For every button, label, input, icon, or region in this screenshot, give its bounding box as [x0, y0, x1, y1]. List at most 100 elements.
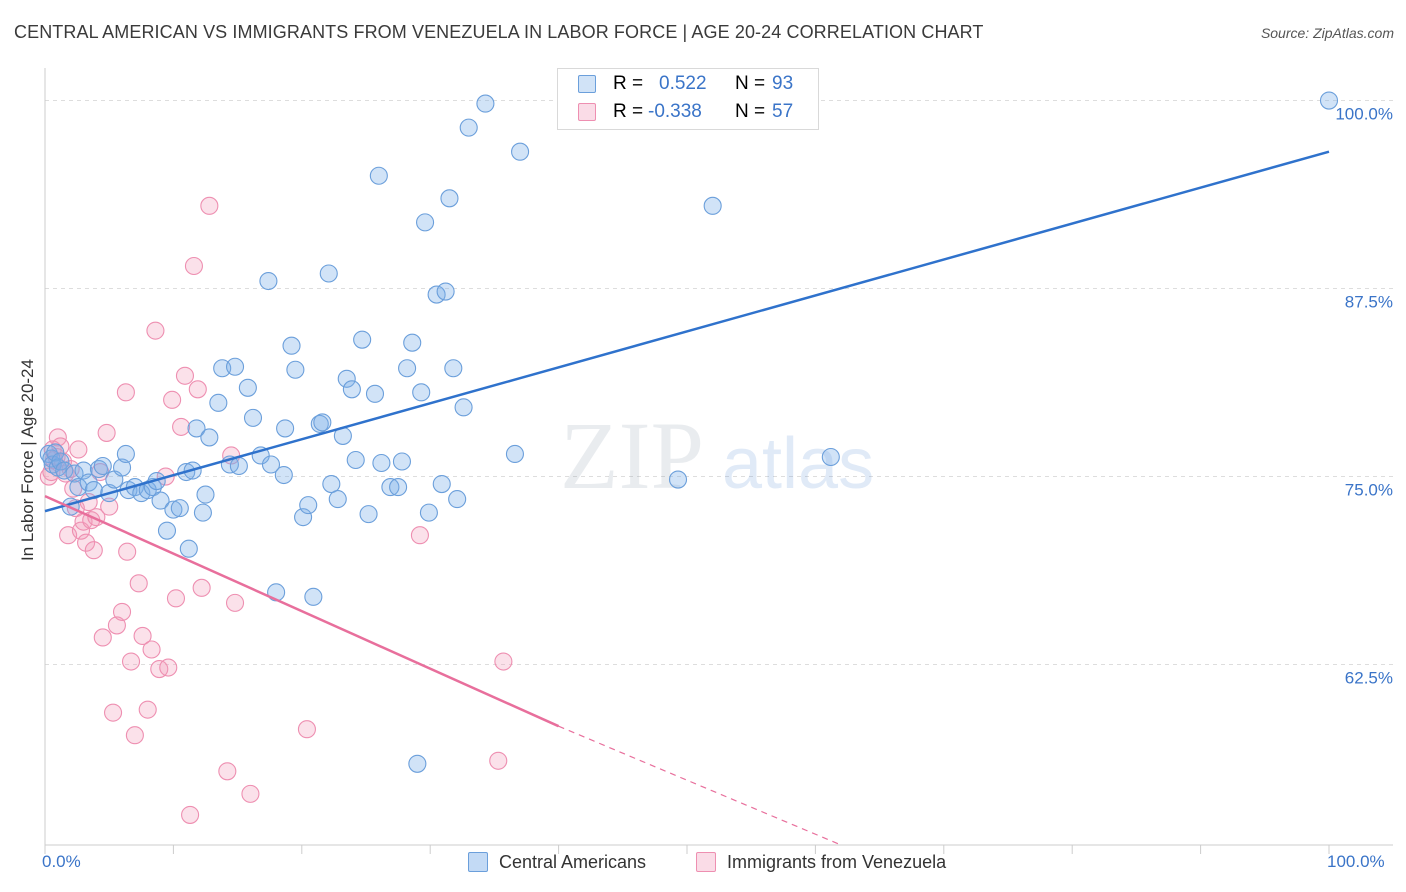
grid-lines	[45, 100, 1393, 666]
trend-line-venezuela	[44, 494, 560, 728]
legend-r-label-2: R =	[613, 101, 644, 122]
venezuela-point-31	[125, 726, 144, 745]
legend-swatch-pink	[578, 103, 596, 121]
watermark-atlas: atlas	[722, 424, 874, 504]
central-american-point-56	[319, 264, 338, 283]
y-tick-label-3: 100.0%	[1335, 105, 1393, 124]
tick-labels: 62.5% 75.0% 87.5% 100.0%	[1335, 105, 1393, 688]
central-american-point-81	[444, 359, 463, 378]
venezuela-point-30	[121, 652, 141, 671]
venezuela-point-25	[104, 703, 123, 722]
central-american-point-67	[372, 453, 391, 473]
central-american-point-70	[392, 452, 412, 471]
central-american-point-71	[398, 359, 417, 378]
central-american-point-5	[51, 452, 70, 471]
legend-n-label-2: N =	[735, 101, 766, 122]
central-american-point-36	[209, 393, 228, 412]
venezuela-point-22	[93, 628, 112, 647]
bottom-legend-central-americans: Central Americans	[499, 852, 647, 872]
bottom-legend-swatch-blue	[468, 852, 488, 872]
legend-n-label-1: N =	[735, 73, 766, 94]
trend-line-venezuela-extension	[558, 725, 842, 846]
source-label: Source: ZipAtlas.com	[1260, 25, 1394, 41]
venezuela-point-28	[116, 383, 135, 402]
central-american-point-39	[225, 357, 245, 376]
central-american-point-91	[821, 447, 840, 467]
central-american-point-40	[229, 456, 248, 476]
watermark-zip: ZIP	[560, 402, 704, 509]
central-american-point-79	[436, 282, 455, 301]
central-american-point-51	[294, 508, 313, 527]
venezuela-point-43	[175, 366, 195, 385]
central-american-point-50	[286, 360, 305, 379]
central-american-point-26	[157, 521, 177, 540]
central-american-point-17	[112, 458, 132, 477]
central-american-point-32	[187, 419, 206, 438]
central-american-point-75	[416, 213, 435, 232]
central-american-point-35	[200, 428, 219, 447]
venezuela-point-19	[84, 541, 103, 560]
central-american-point-44	[259, 271, 278, 291]
legend-n-value-1: 93	[772, 73, 794, 94]
venezuela-point-13	[69, 440, 88, 459]
y-axis-label: In Labor Force | Age 20-24	[18, 359, 37, 561]
legend-r-value-1: 0.522	[659, 73, 707, 94]
trend-line-central-americans	[44, 150, 1330, 513]
x-tick-min: 0.0%	[42, 852, 81, 871]
venezuela-point-47	[192, 578, 211, 597]
central-american-point-42	[243, 408, 263, 427]
central-american-point-30	[179, 539, 198, 558]
central-american-point-90	[703, 196, 722, 215]
central-american-point-64	[359, 505, 378, 524]
central-american-point-82	[448, 490, 467, 509]
central-american-point-18	[116, 444, 135, 464]
legend-n-value-2: 57	[772, 101, 794, 122]
venezuela-point-33	[133, 626, 152, 646]
central-american-point-73	[408, 754, 427, 773]
central-american-point-86	[505, 444, 524, 464]
central-american-point-27	[164, 500, 183, 519]
venezuela-point-29	[118, 542, 137, 561]
central-american-point-69	[389, 478, 408, 497]
venezuela-point-51	[225, 593, 245, 612]
venezuela-point-41	[166, 589, 186, 608]
legend-swatch-blue	[578, 75, 596, 93]
watermark: ZIP atlas	[560, 402, 874, 509]
central-american-point-41	[238, 378, 257, 397]
bottom-legend-swatch-pink	[696, 852, 716, 872]
series-central-american-points	[39, 91, 1339, 773]
central-american-point-68	[381, 478, 400, 497]
venezuela-point-35	[142, 640, 161, 659]
central-american-point-74	[412, 383, 431, 402]
central-american-point-49	[282, 336, 301, 355]
central-american-point-25	[151, 491, 170, 510]
venezuela-point-48	[200, 196, 219, 215]
venezuela-point-52	[241, 784, 260, 803]
central-american-point-45	[261, 455, 281, 474]
legend-r-value-2: -0.338	[648, 101, 702, 122]
y-tick-label-2: 87.5%	[1345, 293, 1393, 312]
central-american-point-6	[55, 461, 74, 480]
venezuela-point-32	[129, 574, 148, 593]
legend-r-label-1: R =	[613, 73, 644, 94]
central-american-point-34	[196, 485, 215, 504]
central-american-point-89	[668, 470, 688, 489]
central-american-point-58	[328, 490, 347, 509]
central-american-point-66	[369, 166, 388, 185]
venezuela-point-23	[97, 423, 116, 442]
central-american-point-48	[276, 419, 295, 438]
y-tick-label-0: 62.5%	[1345, 669, 1393, 688]
central-american-point-84	[459, 118, 478, 137]
axes	[44, 68, 1393, 854]
venezuela-point-16	[77, 533, 96, 552]
central-american-point-55	[313, 413, 332, 432]
central-american-point-63	[353, 330, 372, 349]
venezuela-point-37	[150, 659, 169, 679]
central-american-point-33	[193, 503, 212, 522]
venezuela-point-56	[494, 652, 513, 671]
central-american-point-78	[432, 475, 451, 494]
venezuela-point-24	[100, 497, 119, 516]
venezuela-point-40	[163, 390, 182, 409]
central-american-point-61	[342, 380, 361, 399]
